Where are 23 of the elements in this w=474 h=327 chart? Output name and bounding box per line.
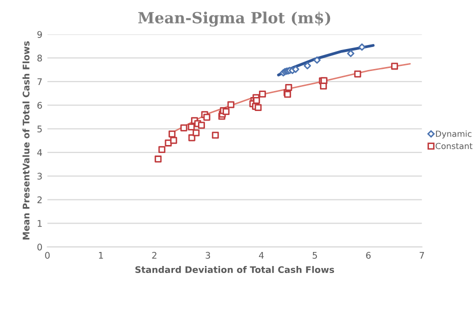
x-tick-label: 0 bbox=[45, 252, 50, 259]
y-tick-label: 2 bbox=[37, 196, 42, 204]
y-tick-label: 8 bbox=[37, 54, 42, 62]
legend-label: Constant bbox=[436, 142, 472, 150]
chart-title: Mean-Sigma Plot (m$) bbox=[138, 12, 330, 27]
y-tick-label: 0 bbox=[37, 244, 42, 250]
y-tick-label: 1 bbox=[38, 220, 42, 227]
x-tick-label: 2 bbox=[152, 252, 156, 259]
x-tick-label: 5 bbox=[312, 252, 317, 259]
y-tick-label: 6 bbox=[37, 102, 42, 109]
x-tick-label: 1 bbox=[99, 252, 103, 259]
x-tick-label: 3 bbox=[206, 252, 210, 259]
x-tick-label: 7 bbox=[420, 252, 424, 259]
x-tick-label: 4 bbox=[258, 252, 264, 259]
y-tick-label: 7 bbox=[38, 78, 42, 85]
x-tick-label: 6 bbox=[366, 252, 371, 259]
legend-label: Dynamic bbox=[436, 130, 472, 139]
y-axis-title: Mean PresentValue of Total Cash Flows bbox=[22, 41, 30, 240]
y-tick-label: 4 bbox=[37, 149, 42, 156]
y-tick-label: 9 bbox=[37, 31, 42, 38]
y-tick-label: 3 bbox=[37, 172, 42, 180]
y-tick-label: 5 bbox=[37, 126, 42, 132]
x-axis-title: Standard Deviation of Total Cash Flows bbox=[135, 266, 334, 274]
